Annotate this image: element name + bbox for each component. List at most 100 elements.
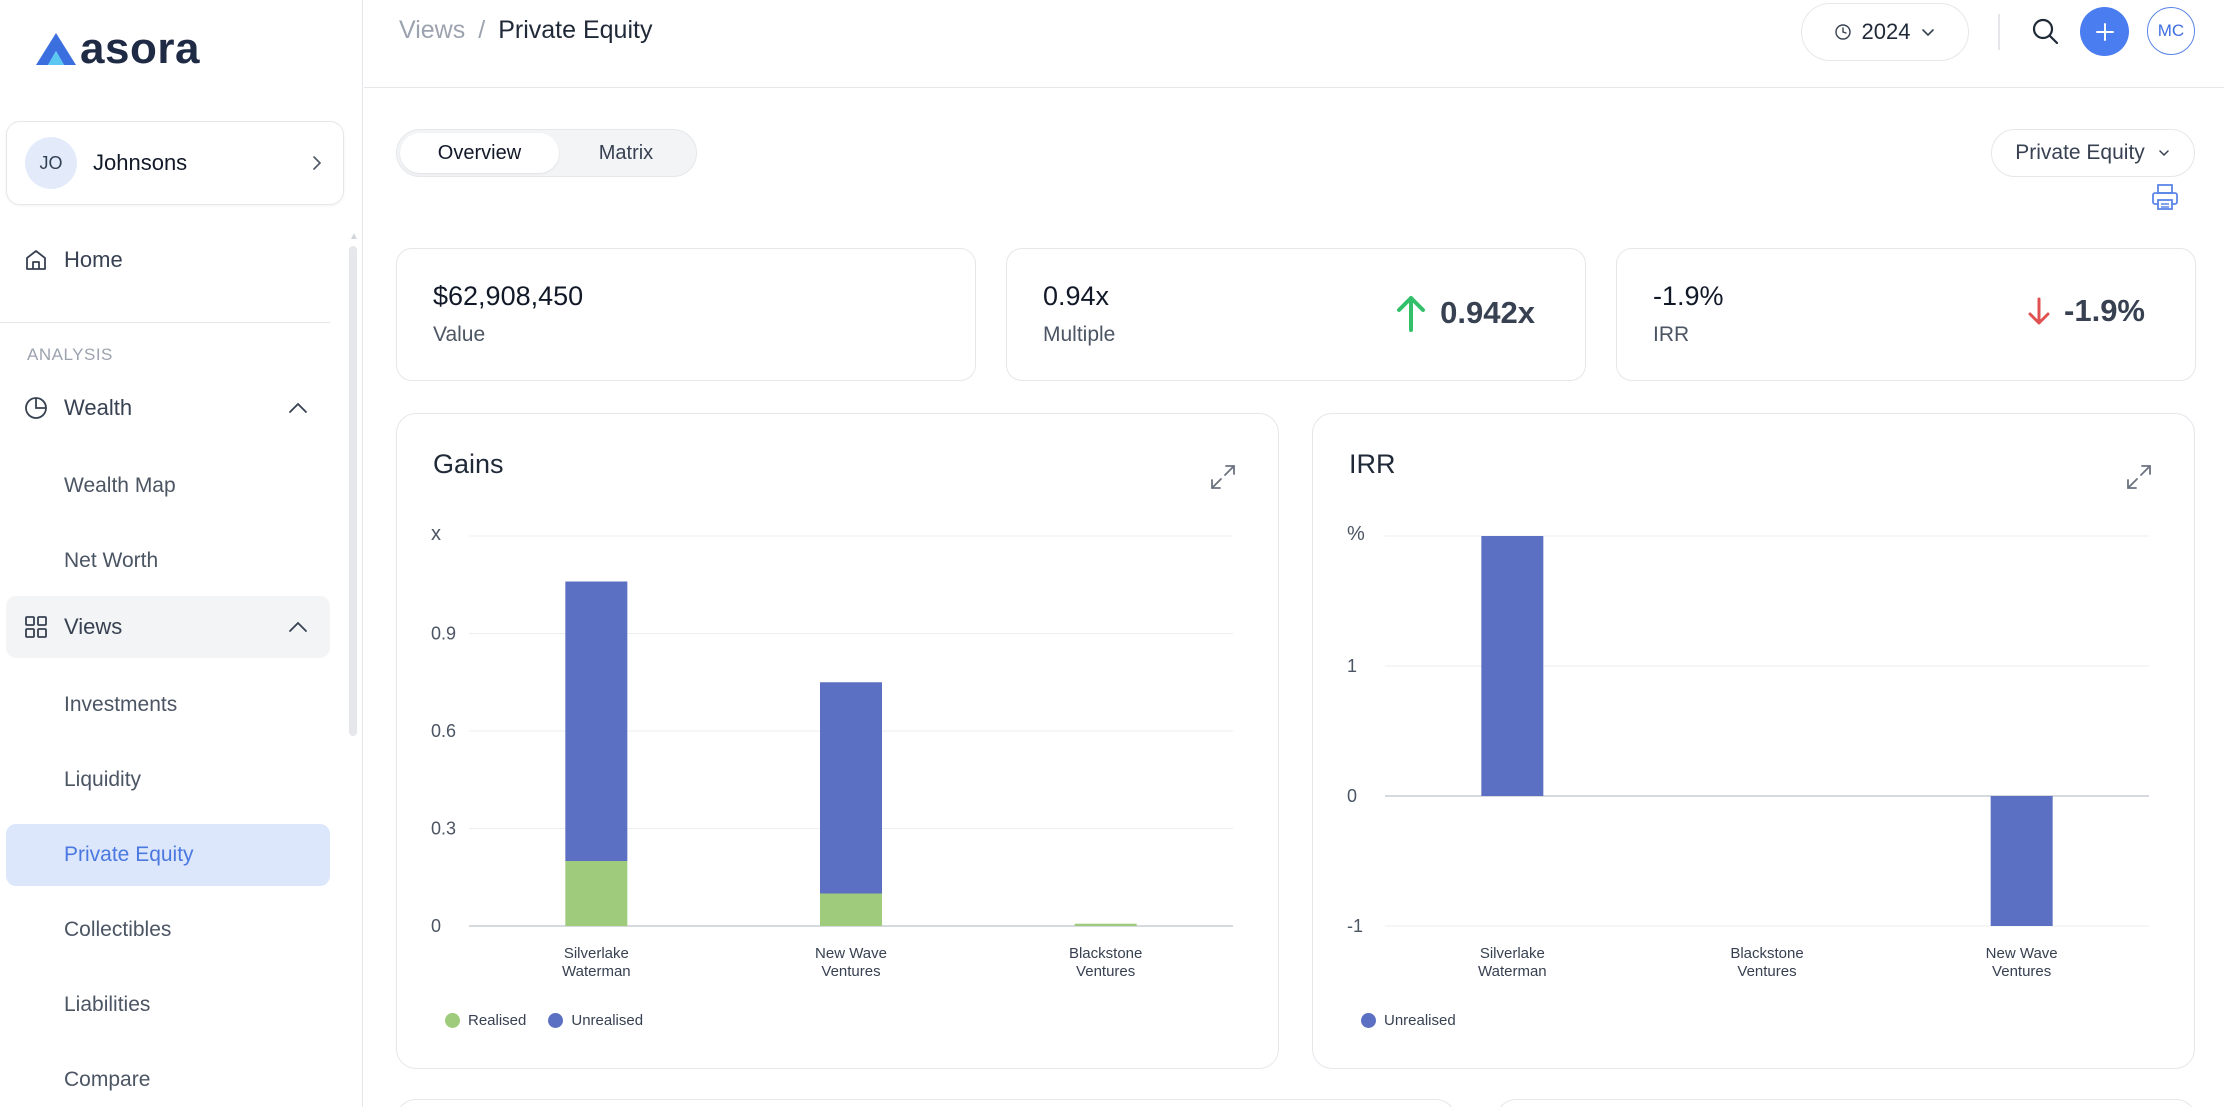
x-tick-label: Ventures [821,963,880,980]
kpi-card-value: $62,908,450 Value [396,248,976,381]
nav-liabilities[interactable]: Liabilities [64,993,151,1016]
breadcrumb-separator: / [478,16,486,44]
x-tick-label: Ventures [1992,963,2051,980]
tab-matrix[interactable]: Matrix [598,141,654,164]
expand-icon[interactable] [2124,462,2154,492]
home-icon [26,250,46,270]
x-tick-label: Blackstone [1069,945,1142,962]
irr-chart-title: IRR [1349,449,1396,479]
legend-item-realised[interactable]: Realised [445,1012,526,1029]
arrow-down-icon [2028,297,2050,325]
bar-realised [565,861,628,926]
kpi-irr-label: IRR [1653,323,1690,346]
sidebar-scrollbar[interactable] [349,246,357,736]
chevron-up-icon [289,621,307,632]
nav-compare[interactable]: Compare [64,1068,151,1091]
chevron-up-icon [289,402,307,413]
kpi-card-multiple: 0.94x Multiple 0.942x [1006,248,1586,381]
search-icon[interactable] [2029,15,2061,47]
chevron-down-icon [2159,150,2169,157]
kpi-card-irr: -1.9% IRR -1.9% [1616,248,2196,381]
section-label-analysis: ANALYSIS [27,345,113,364]
irr-chart-card: IRR -1 0 1% Silverlake Waterman Blackstone Ven… [1312,413,2195,1069]
clock-icon [1834,24,1851,40]
legend-item-unrealised[interactable]: Unrealised [1361,1012,1456,1029]
kpi-value-label: Value [433,323,486,346]
add-button[interactable] [2080,7,2129,56]
nav-investments[interactable]: Investments [64,693,178,716]
print-icon[interactable] [2149,181,2181,213]
nav-wealth[interactable]: Wealth [6,377,330,439]
x-tick-label: Waterman [1478,963,1547,980]
gains-legend: Realised Unrealised [445,1012,643,1029]
y-tick-label: 0.3 [431,819,456,839]
nav-wealth-label: Wealth [64,395,133,420]
gains-chart-title: Gains [433,449,504,479]
nav-liquidity[interactable]: Liquidity [64,768,142,791]
breadcrumb: Views / Private Equity [399,16,652,45]
legend-dot-unrealised [1361,1013,1376,1028]
asset-class-value: Private Equity [2015,141,2145,164]
bar-unrealised [820,682,882,894]
logo-mark-icon [36,33,76,65]
asora-logo[interactable]: asora [34,24,200,74]
year-selector[interactable]: 2024 [1801,3,1969,61]
bar-unrealised [1481,536,1544,796]
view-tabs: Overview Matrix [396,129,697,177]
tab-overview[interactable]: Overview [400,133,559,173]
x-tick-label: Waterman [562,963,631,980]
sidebar: asora JO Johnsons ▲ Home ANALYSIS Wealth… [0,0,363,1107]
nav-net-worth[interactable]: Net Worth [64,549,159,572]
nav-home[interactable]: Home [6,229,330,291]
y-axis-label: x [431,523,441,545]
x-tick-label: New Wave [815,945,887,962]
plus-icon [2095,22,2114,41]
user-avatar[interactable]: MC [2147,7,2195,55]
scroll-up-arrow[interactable]: ▲ [349,231,359,242]
kpi-multiple-amount: 0.94x [1043,281,1110,311]
asset-class-dropdown[interactable]: Private Equity [1991,129,2195,177]
bar-unrealised [1990,796,2053,926]
kpi-multiple-label: Multiple [1043,323,1116,346]
kpi-multiple-badge: 0.942x [1394,293,1535,333]
kpi-irr-badge: -1.9% [2026,293,2145,329]
irr-chart: -101%SilverlakeWatermanBlackstoneVenture… [1347,523,2149,980]
y-tick-label: 0.9 [431,624,456,644]
nav-collectibles[interactable]: Collectibles [64,918,172,941]
breadcrumb-current: Private Equity [498,16,653,44]
profile-switcher[interactable]: JO Johnsons [6,121,344,205]
legend-dot-unrealised [548,1013,564,1028]
kpi-value-amount: $62,908,450 [433,281,584,311]
bottom-card-right [1496,1099,2196,1107]
x-tick-label: New Wave [1986,945,2058,962]
breadcrumb-parent[interactable]: Views [399,16,466,44]
x-tick-label: Ventures [1076,963,1135,980]
chevron-right-icon [313,156,322,170]
expand-icon[interactable] [1208,462,1238,492]
top-header: Views / Private Equity 2024 MC [364,0,2224,88]
legend-item-unrealised[interactable]: Unrealised [548,1012,643,1029]
y-tick-label: 0.6 [431,721,456,741]
y-tick-label: 0 [431,916,441,936]
y-tick-label: -1 [1347,916,1363,936]
bar-unrealised [565,581,628,861]
nav-views[interactable]: Views [6,596,330,658]
legend-label-unrealised: Unrealised [571,1012,644,1029]
legend-label-realised: Realised [468,1012,527,1029]
bar-realised [1074,923,1137,926]
nav-wealth-map[interactable]: Wealth Map [64,474,176,497]
nav-private-equity[interactable]: Private Equity [6,824,330,886]
x-tick-label: Silverlake [564,945,629,962]
pie-chart-icon [25,397,47,419]
chevron-down-icon [1922,29,1935,37]
irr-legend: Unrealised [1361,1012,1456,1029]
legend-dot-realised [445,1013,460,1028]
profile-avatar: JO [25,137,77,189]
y-axis-label: % [1347,523,1365,545]
nav-views-label: Views [64,614,123,639]
logo-text: asora [80,24,200,73]
kpi-irr-amount: -1.9% [1653,281,1724,311]
year-value: 2024 [1861,19,1911,44]
profile-name: Johnsons [93,150,188,175]
